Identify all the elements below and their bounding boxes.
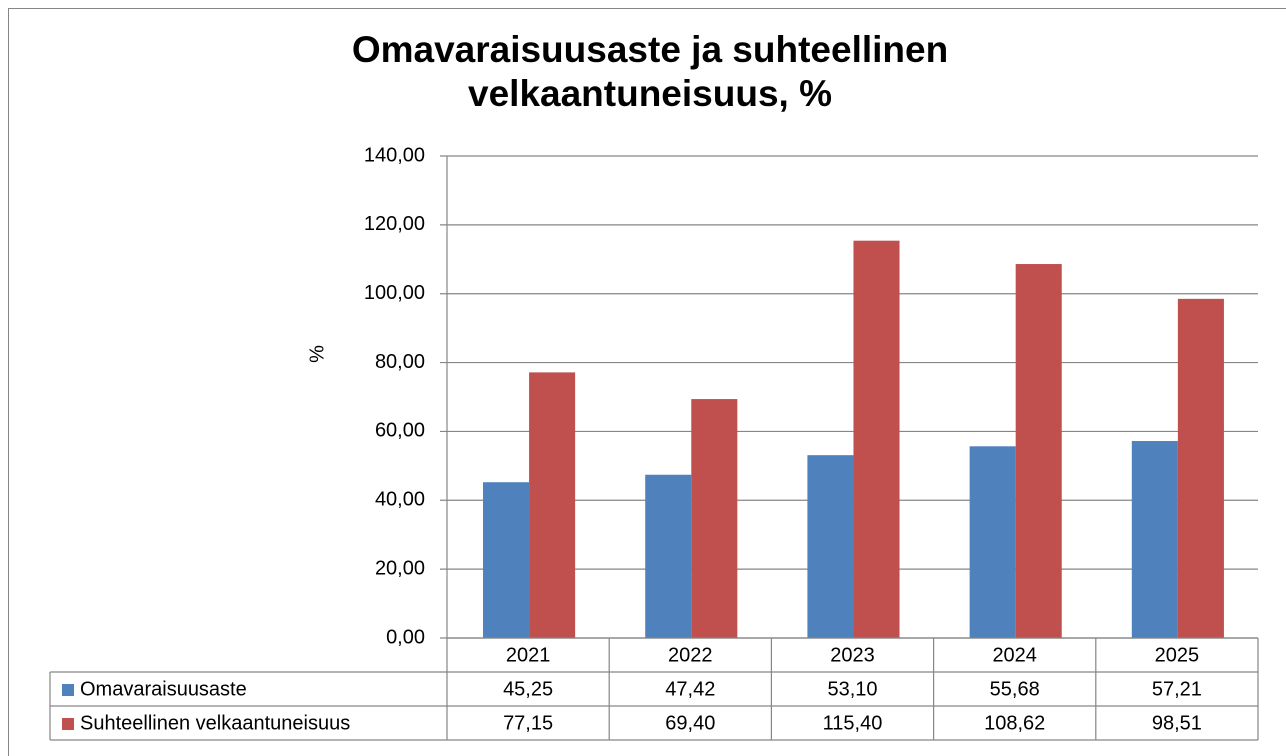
y-tick-label: 60,00 bbox=[375, 420, 425, 442]
bar bbox=[853, 240, 900, 639]
bar bbox=[969, 446, 1016, 638]
y-tick-label: 0,00 bbox=[386, 626, 425, 648]
x-tick-label: 2022 bbox=[668, 644, 713, 666]
x-tick-label: 2023 bbox=[830, 644, 875, 666]
x-tick-label: 2021 bbox=[506, 644, 551, 666]
bar bbox=[807, 455, 854, 638]
y-tick-label: 20,00 bbox=[375, 557, 425, 579]
bar bbox=[691, 399, 738, 638]
bar bbox=[645, 474, 692, 638]
table-value: 45,25 bbox=[503, 678, 553, 700]
y-axis-label: % bbox=[306, 345, 328, 363]
table-value: 55,68 bbox=[990, 678, 1040, 700]
bar bbox=[1177, 298, 1224, 638]
bar bbox=[529, 372, 576, 638]
table-value: 77,15 bbox=[503, 712, 553, 734]
chart-title: Omavaraisuusaste ja suhteellinen velkaan… bbox=[351, 29, 949, 114]
x-tick-label: 2025 bbox=[1155, 644, 1200, 666]
bar bbox=[1015, 264, 1062, 638]
y-tick-label: 100,00 bbox=[364, 282, 425, 304]
legend-label: Suhteellinen velkaantuneisuus bbox=[80, 712, 350, 734]
x-tick-label: 2024 bbox=[992, 644, 1037, 666]
y-tick-label: 120,00 bbox=[364, 213, 425, 235]
legend-swatch bbox=[62, 718, 74, 730]
table-value: 57,21 bbox=[1152, 678, 1202, 700]
legend-label: Omavaraisuusaste bbox=[80, 678, 247, 700]
table-value: 69,40 bbox=[665, 712, 715, 734]
y-tick-label: 40,00 bbox=[375, 489, 425, 511]
table-value: 115,40 bbox=[823, 712, 883, 734]
table-value: 53,10 bbox=[827, 678, 877, 700]
bar bbox=[483, 482, 530, 638]
legend-swatch bbox=[62, 684, 74, 696]
table-value: 108,62 bbox=[984, 712, 1045, 734]
bar bbox=[1131, 441, 1178, 638]
y-tick-label: 80,00 bbox=[375, 351, 425, 373]
table-value: 47,42 bbox=[665, 678, 715, 700]
y-tick-label: 140,00 bbox=[364, 144, 425, 166]
table-value: 98,51 bbox=[1152, 712, 1202, 734]
chart-border bbox=[8, 8, 1286, 756]
